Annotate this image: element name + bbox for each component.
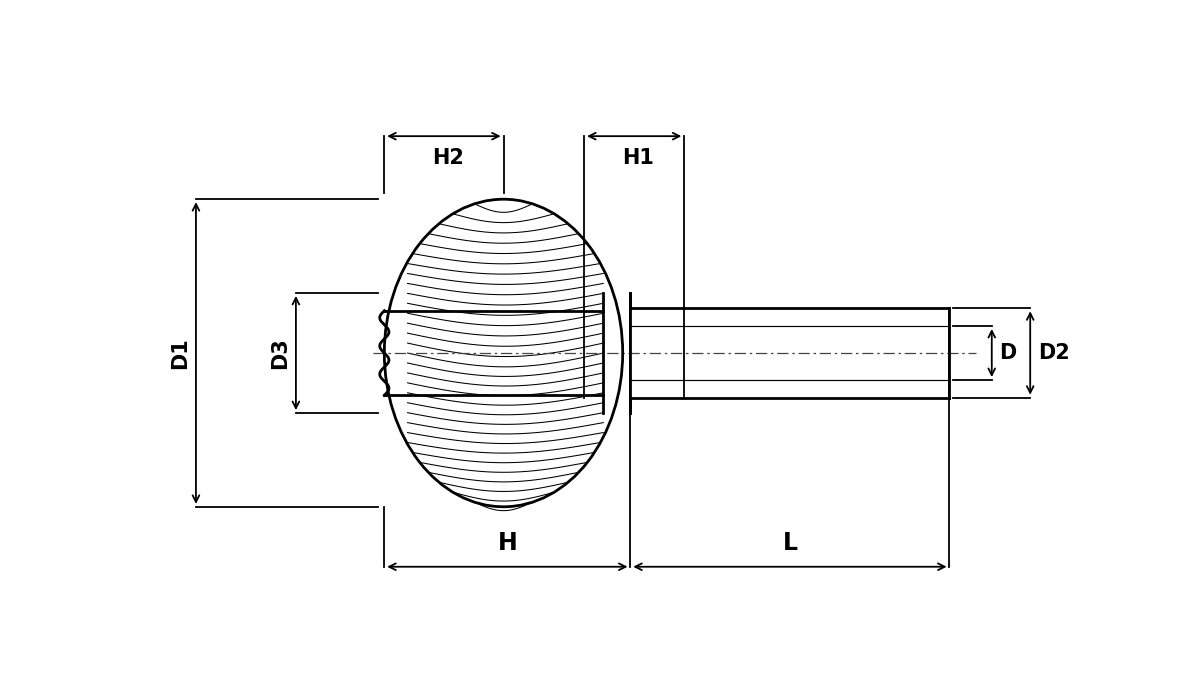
Text: H: H [498, 531, 517, 555]
Polygon shape [384, 310, 504, 395]
Ellipse shape [384, 199, 623, 507]
Text: D: D [1000, 343, 1016, 363]
Text: L: L [782, 531, 798, 555]
Text: H1: H1 [622, 147, 654, 168]
Text: H2: H2 [432, 147, 463, 168]
Text: D2: D2 [1038, 343, 1069, 363]
Polygon shape [630, 308, 949, 398]
Polygon shape [604, 293, 630, 413]
Text: D3: D3 [270, 337, 289, 369]
Text: D1: D1 [169, 337, 190, 369]
